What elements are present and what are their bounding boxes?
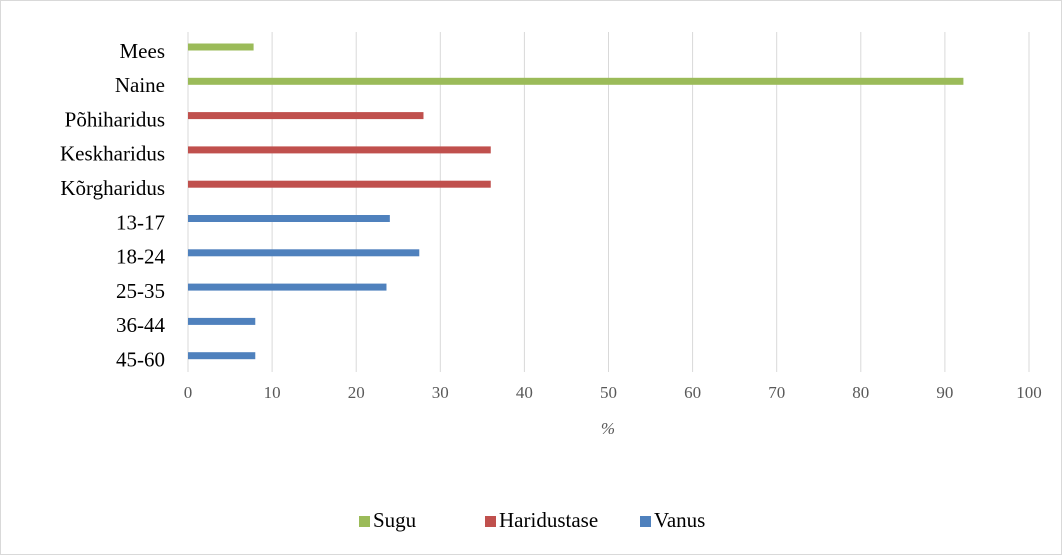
legend-swatch [640, 516, 651, 527]
x-tick-label: 0 [184, 383, 193, 402]
y-tick-label: 25-35 [116, 279, 165, 303]
bar [188, 112, 424, 120]
x-tick-label: 100 [1016, 383, 1042, 402]
legend-swatch [359, 516, 370, 527]
x-tick-label: 90 [936, 383, 953, 402]
x-tick-label: 80 [852, 383, 869, 402]
legend-label: Haridustase [499, 508, 598, 532]
y-tick-label: Naine [115, 73, 165, 97]
x-axis-label: % [601, 419, 615, 438]
y-tick-label: Keskharidus [60, 142, 165, 166]
x-tick-label: 20 [348, 383, 365, 402]
legend-label: Sugu [373, 508, 417, 532]
bar [188, 249, 420, 257]
x-tick-label: 40 [516, 383, 533, 402]
bar [188, 283, 387, 291]
x-tick-label: 60 [684, 383, 701, 402]
x-tick-label: 50 [600, 383, 617, 402]
y-tick-label: Kõrgharidus [60, 176, 165, 200]
x-tick-label: 70 [768, 383, 785, 402]
y-tick-label: 18-24 [116, 245, 165, 269]
legend-swatch [485, 516, 496, 527]
x-tick-label: 30 [432, 383, 449, 402]
y-tick-label: Põhiharidus [65, 107, 165, 131]
y-tick-label: 36-44 [116, 313, 165, 337]
bar [188, 77, 964, 85]
bar [188, 352, 256, 360]
bar [188, 146, 491, 154]
bar [188, 317, 256, 325]
bar [188, 215, 390, 222]
y-tick-label: 13-17 [116, 210, 165, 234]
y-tick-label: 45-60 [116, 348, 165, 372]
y-tick-label: Mees [120, 39, 166, 63]
x-tick-label: 10 [264, 383, 281, 402]
legend-label: Vanus [654, 508, 705, 532]
bar [188, 43, 254, 51]
bar [188, 180, 491, 188]
